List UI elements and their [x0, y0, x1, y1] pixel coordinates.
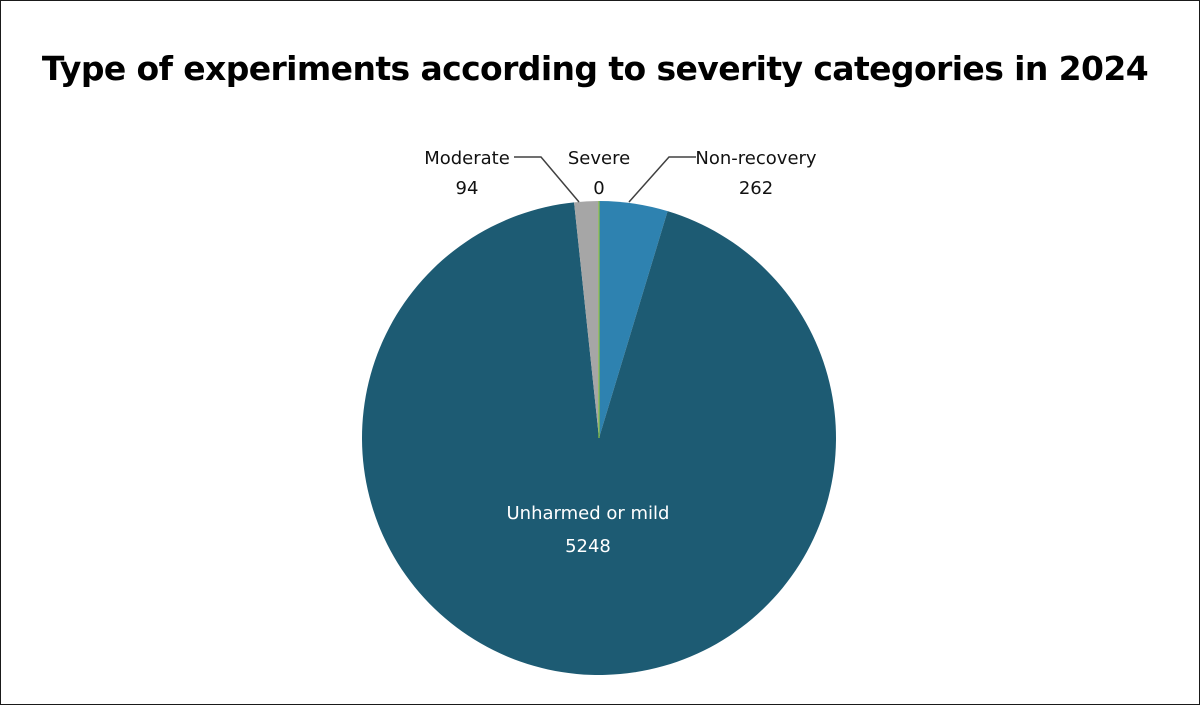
slice-value-unharmed-or-mild: 5248 — [565, 536, 611, 557]
chart-title: Type of experiments according to severit… — [41, 49, 1149, 88]
slice-value-moderate: 94 — [456, 178, 479, 199]
slice-unharmed-or-mild — [361, 202, 836, 675]
slice-label-severe: Severe — [568, 148, 630, 169]
pie-slices — [361, 201, 836, 675]
slice-labels: Unharmed or mild 5248 Moderate 94 Severe 0 Non… — [424, 148, 817, 557]
slice-label-non-recovery: Non-recovery — [695, 148, 816, 169]
leader-line-moderate — [514, 156, 580, 203]
slice-label-moderate: Moderate — [424, 148, 510, 169]
leader-lines — [514, 156, 696, 203]
slice-value-non-recovery: 262 — [739, 178, 773, 199]
slice-moderate — [574, 201, 599, 438]
slice-value-severe: 0 — [593, 178, 604, 199]
slice-non-recovery — [599, 201, 668, 438]
slice-label-unharmed-or-mild: Unharmed or mild — [506, 503, 669, 524]
leader-line-non-recovery — [628, 156, 696, 203]
